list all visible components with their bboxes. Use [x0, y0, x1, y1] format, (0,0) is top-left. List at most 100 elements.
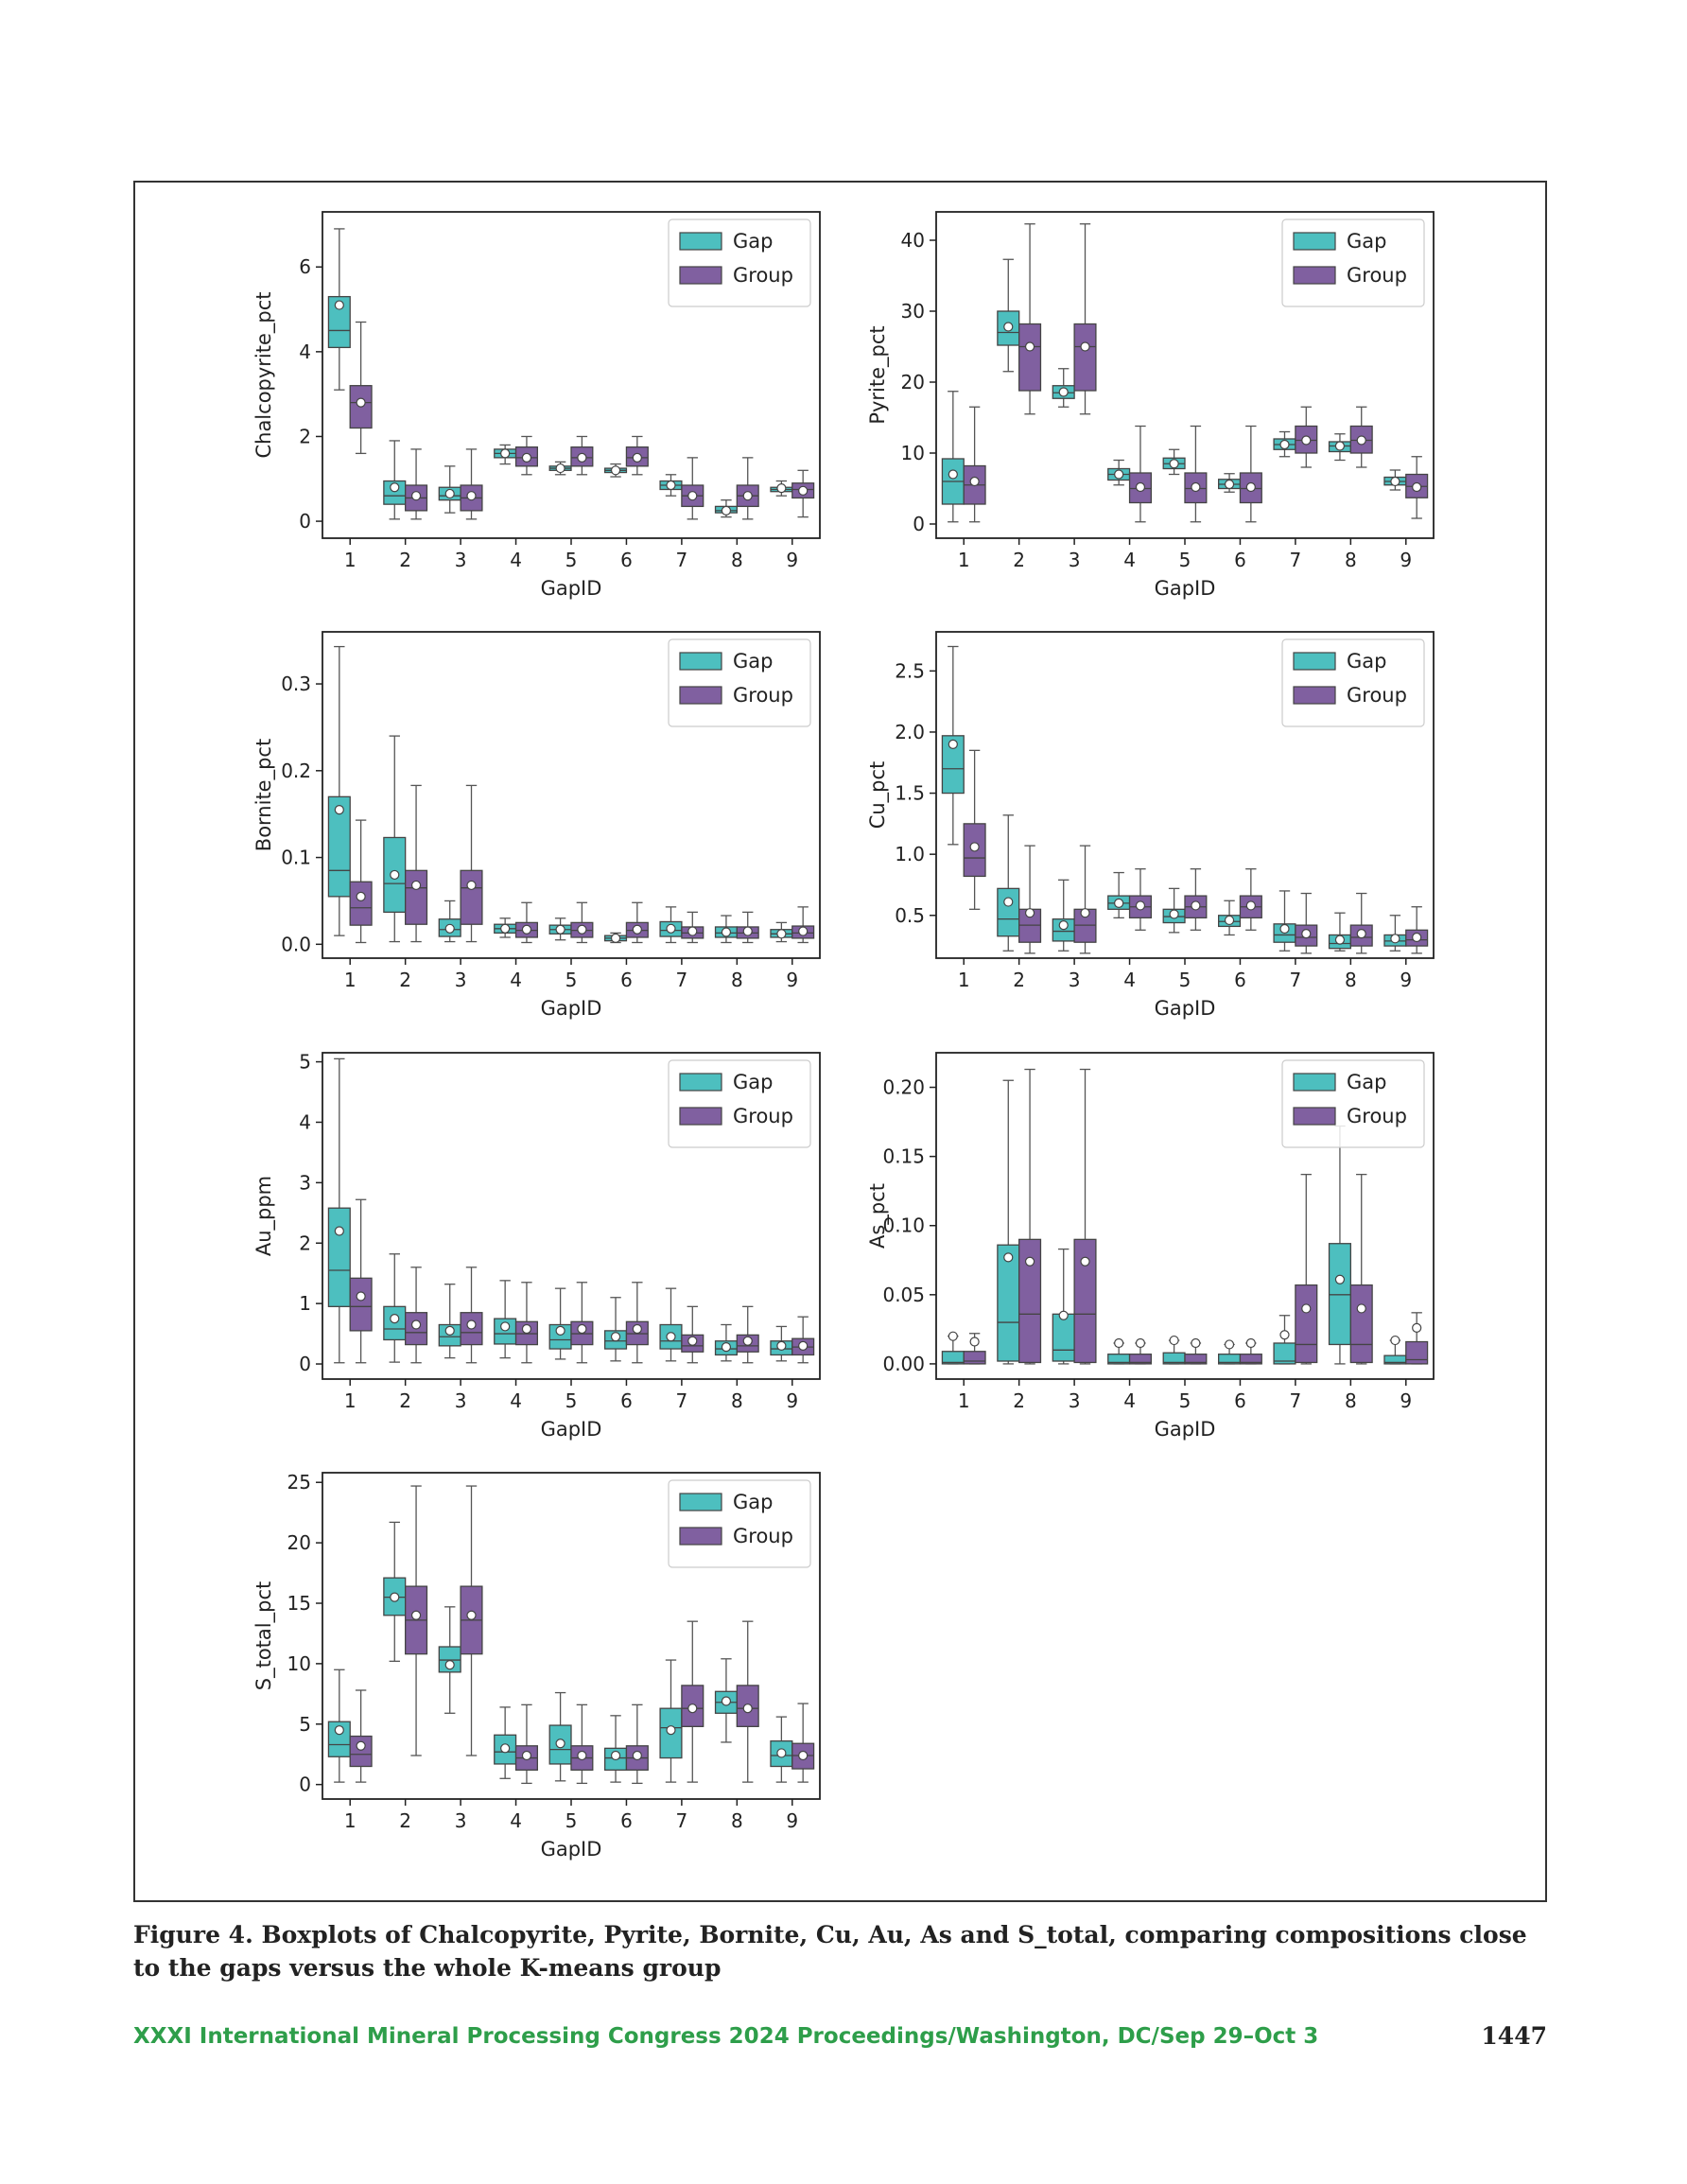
x-tick-label: 9 [1400, 969, 1412, 991]
group-box [514, 1704, 538, 1785]
mean-marker [1301, 1303, 1312, 1314]
gap-box [1052, 879, 1075, 952]
x-tick-label: 4 [1123, 969, 1136, 991]
box-iqr [963, 1351, 986, 1365]
mean-marker [410, 880, 422, 891]
x-tick-label: 2 [399, 549, 411, 571]
mean-marker [1024, 341, 1035, 352]
mean-marker [1334, 441, 1346, 451]
mean-marker [1080, 908, 1090, 918]
group-box [514, 901, 538, 944]
group-box [1128, 868, 1152, 931]
group-box [791, 1316, 815, 1364]
y-tick-label: 1.5 [895, 782, 925, 805]
y-tick-label: 0.3 [281, 673, 311, 695]
gap-box [997, 1079, 1020, 1365]
group-box [1295, 406, 1318, 468]
group-box [1349, 406, 1373, 468]
gap-box [327, 228, 351, 391]
y-tick-label: 0.20 [882, 1076, 925, 1099]
group-box [963, 406, 986, 523]
mean-marker [444, 1325, 455, 1336]
gap-box [1328, 1125, 1351, 1365]
mean-marker [776, 1748, 787, 1758]
group-box [736, 457, 759, 520]
box-iqr [1052, 1313, 1075, 1362]
group-box [625, 1704, 649, 1785]
box-iqr [1184, 1354, 1208, 1365]
y-tick-label: 0 [299, 1773, 311, 1796]
gap-box [1218, 1339, 1242, 1365]
gap-box [659, 906, 683, 944]
x-tick-label: 3 [1069, 1389, 1081, 1412]
group-box [1405, 906, 1429, 954]
group-box [1239, 425, 1262, 523]
group-box [963, 1333, 986, 1365]
gap-box [941, 645, 965, 846]
x-tick-label: 4 [1123, 549, 1136, 571]
group-box [349, 1198, 373, 1364]
figure-frame [133, 181, 1547, 1902]
figure-caption: Figure 4. Boxplots of Chalcopyrite, Pyri… [133, 1921, 1527, 1982]
legend-label-group: Group [1347, 684, 1407, 707]
mean-marker [521, 1323, 532, 1335]
x-axis-label: GapID [1155, 1418, 1216, 1441]
mean-marker [742, 491, 753, 501]
x-tick-label: 5 [565, 1389, 578, 1412]
gap-box [604, 932, 628, 944]
boxplot-figure: 0 2 4 6 1 2 3 4 5 6 7 8 9 GapID Chalcopyrite_pct Gap Gro… [252, 211, 1435, 1861]
y-tick-label: 15 [287, 1592, 311, 1615]
mean-marker [1279, 1330, 1290, 1340]
group-box [1128, 1337, 1152, 1365]
mean-marker [1169, 909, 1179, 919]
x-tick-label: 5 [565, 549, 578, 571]
mean-marker [1058, 1310, 1069, 1320]
mean-marker [1114, 1337, 1124, 1349]
mean-marker [1003, 897, 1014, 907]
legend-swatch-gap [1293, 652, 1336, 671]
group-box [736, 911, 759, 944]
box-iqr [997, 887, 1020, 937]
mean-marker [577, 1323, 587, 1335]
group-box [349, 321, 373, 455]
mean-marker [1024, 1256, 1035, 1267]
legend-label-group: Group [733, 684, 793, 707]
x-tick-label: 4 [510, 549, 522, 571]
mean-marker [1058, 387, 1069, 397]
mean-marker [798, 1340, 809, 1351]
mean-marker [1356, 435, 1366, 446]
group-box [791, 1703, 815, 1783]
gap-box [1328, 912, 1351, 952]
gap-box [1107, 871, 1131, 919]
mean-marker [1301, 929, 1312, 939]
gap-box [1328, 433, 1351, 462]
x-tick-label: 8 [1345, 549, 1357, 571]
gap-box [1107, 1337, 1131, 1365]
group-box [1128, 425, 1152, 523]
mean-marker [1390, 934, 1400, 944]
mean-marker [1390, 1335, 1400, 1346]
mean-marker [687, 491, 698, 501]
x-tick-label: 7 [676, 1809, 688, 1832]
x-axis-label: GapID [541, 1838, 602, 1861]
mean-marker [1334, 1274, 1346, 1284]
mean-marker [1245, 481, 1256, 493]
mean-marker [466, 1610, 477, 1620]
mean-marker [410, 491, 422, 501]
mean-marker [969, 842, 980, 852]
mean-marker [1191, 900, 1201, 911]
legend-label-gap: Gap [1347, 650, 1386, 673]
mean-marker [610, 1332, 621, 1342]
x-tick-label: 9 [1400, 549, 1412, 571]
mean-marker [1003, 322, 1014, 332]
group-box [1018, 223, 1042, 415]
box-iqr [349, 1735, 373, 1768]
group-box [460, 1267, 483, 1364]
legend-swatch-gap [1293, 1073, 1336, 1092]
legend-swatch-gap [679, 1073, 722, 1092]
gap-box [1383, 915, 1407, 952]
box-iqr [941, 735, 965, 795]
gap-box [327, 1057, 351, 1364]
mean-marker [356, 1291, 366, 1302]
x-tick-label: 8 [1345, 969, 1357, 991]
